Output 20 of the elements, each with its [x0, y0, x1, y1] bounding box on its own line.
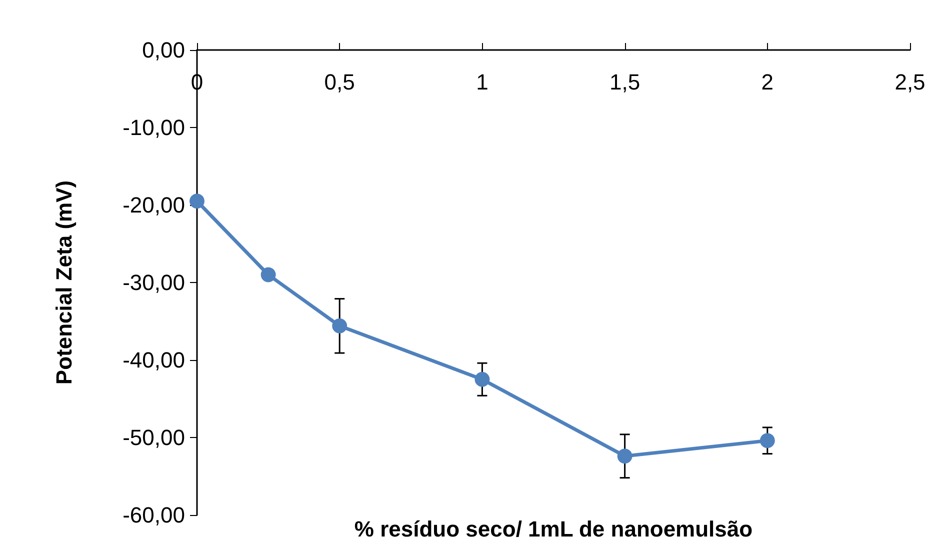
y-tick-label: -10,00	[122, 115, 185, 140]
x-tick-label: 0,5	[324, 70, 355, 94]
x-tick-label: 2,5	[894, 70, 926, 94]
x-tick-label: 1	[476, 70, 488, 94]
y-tick-label: 0,00	[142, 38, 185, 62]
point	[760, 433, 775, 448]
y-tick-label: -30,00	[122, 270, 185, 295]
point	[617, 448, 632, 464]
point	[260, 267, 276, 282]
y-tick-label: -20,00	[122, 192, 185, 218]
point	[332, 318, 348, 334]
x-tick-label: 2	[761, 70, 774, 94]
y-tick-label: -40,00	[122, 348, 185, 372]
x-axis-title: % resíduo seco/ 1mL de nanoemulsão	[354, 516, 753, 542]
y-axis-title: Potencial Zeta (mV)	[52, 180, 76, 385]
y-tick-label: -50,00	[122, 425, 185, 450]
point	[190, 194, 204, 209]
y-tick-label: -60,00	[122, 502, 185, 528]
point	[474, 372, 490, 387]
x-tick-label: 1,5	[610, 70, 640, 94]
